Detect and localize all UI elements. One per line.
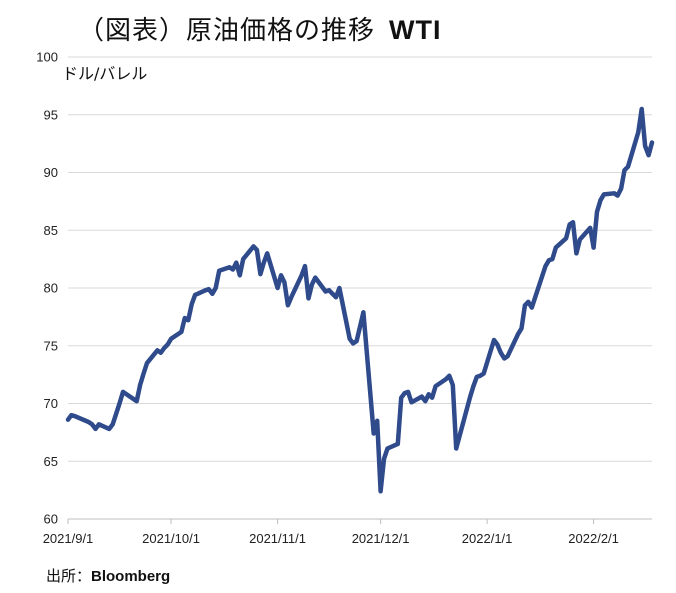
x-tick-label: 2022/2/1 (568, 531, 619, 546)
y-tick-label: 95 (44, 107, 58, 122)
y-tick-label: 60 (44, 512, 58, 527)
series-line-wti (65, 106, 655, 494)
x-tick-label: 2021/12/1 (352, 531, 410, 546)
source-prefix: 出所： (46, 567, 92, 585)
x-tick-label: 2021/11/1 (249, 531, 306, 546)
source-name: Bloomberg (91, 568, 171, 585)
y-tick-label: 70 (44, 396, 58, 411)
y-axis-unit-label: ドル/バレル (62, 64, 148, 83)
source-note: 出所：Bloomberg (46, 565, 170, 586)
y-tick-label: 80 (44, 281, 58, 296)
y-tick-label: 75 (44, 338, 58, 353)
x-tick-label: 2021/10/1 (142, 531, 200, 546)
x-axis-ticks: 2021/9/1 2021/10/1 2021/11/1 2021/12/1 2022/… (43, 519, 619, 546)
grid-lines (68, 56, 652, 462)
chart-title: （図表）原油価格の推移 WTI (78, 10, 442, 47)
y-axis-ticks: 60 65 70 75 80 85 90 95 100 (36, 50, 58, 527)
y-tick-label: 90 (44, 165, 58, 180)
y-tick-label: 85 (44, 223, 58, 238)
y-tick-label: 100 (36, 50, 58, 65)
y-tick-label: 65 (44, 454, 58, 469)
x-tick-label: 2022/1/1 (462, 531, 513, 546)
x-tick-label: 2021/9/1 (43, 531, 94, 546)
chart-title-suffix: WTI (389, 15, 442, 45)
chart-title-text: （図表）原油価格の推移 (78, 16, 376, 46)
